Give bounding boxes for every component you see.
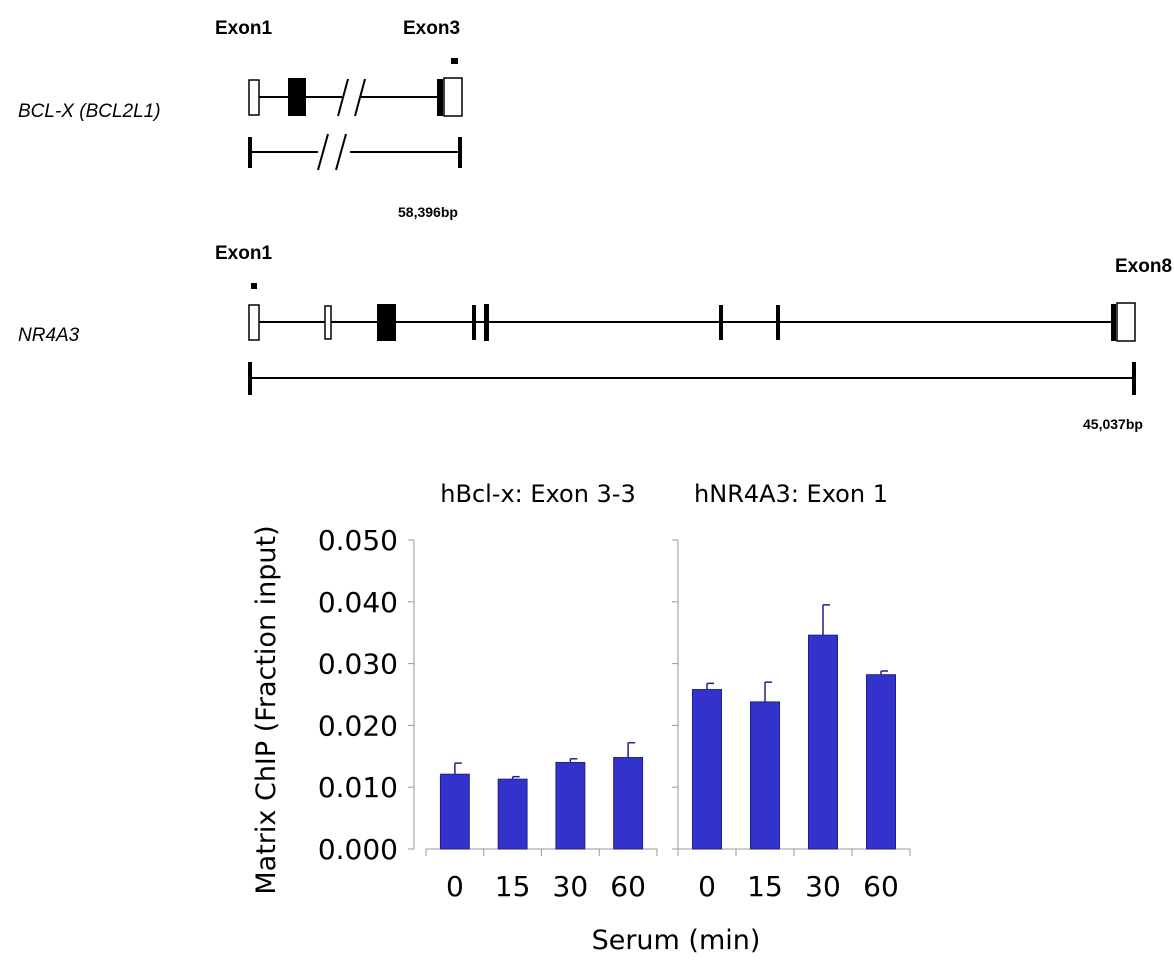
nr4a3-exon-box <box>324 305 332 340</box>
x-tick-label: 60 <box>610 870 646 903</box>
nr4a3-exon-box <box>719 305 723 340</box>
panel-1-title: hBcl-x: Exon 3-3 <box>440 480 635 508</box>
nr4a3-exon-box <box>776 305 780 340</box>
nr4a3-gene-diagram: Exon1 Exon8 NR4A3 45,037bp <box>18 243 1172 432</box>
nr4a3-primer-marker <box>251 283 257 289</box>
nr4a3-exon1-label: Exon1 <box>215 243 272 264</box>
bclx-break-mark <box>354 78 366 117</box>
bar <box>692 689 722 850</box>
bar <box>439 773 470 850</box>
nr4a3-length-label: 45,037bp <box>1083 416 1143 432</box>
y-tick-label: 0.020 <box>318 709 398 742</box>
y-tick-label: 0.010 <box>318 771 398 804</box>
bclx-exon1-label: Exon1 <box>215 18 272 39</box>
bclx-exon-box <box>443 77 463 117</box>
bar <box>866 674 896 850</box>
bar <box>750 701 780 850</box>
matrix-chip-chart: Matrix ChIP (Fraction input) Serum (min)… <box>251 480 911 956</box>
x-tick-label: 30 <box>805 870 841 903</box>
panel-2-title: hNR4A3: Exon 1 <box>694 480 888 508</box>
bclx-break-mark <box>337 78 349 117</box>
bclx-exon-box <box>248 79 260 116</box>
bar <box>613 757 644 850</box>
x-tick-label: 60 <box>863 870 899 903</box>
bclx-primer-marker <box>451 58 458 64</box>
chart-x-axis-label: Serum (min) <box>592 925 761 956</box>
bclx-length-label: 58,396bp <box>398 204 458 220</box>
y-tick-label: 0.030 <box>318 648 398 681</box>
chart-y-axis-label: Matrix ChIP (Fraction input) <box>251 525 282 894</box>
bclx-exon-box <box>437 79 443 116</box>
bclx-gene-diagram: Exon1 Exon3 BCL-X (BCL2L1) 58,396bp <box>18 18 463 220</box>
nr4a3-exon-box <box>484 304 489 341</box>
x-tick-label: 0 <box>446 870 464 903</box>
nr4a3-exon-box <box>1116 302 1136 342</box>
y-tick-label: 0.000 <box>318 833 398 866</box>
nr4a3-exon-box <box>377 304 396 341</box>
bar <box>555 761 586 850</box>
y-tick-label: 0.050 <box>318 524 398 557</box>
nr4a3-exon-box <box>1111 304 1116 341</box>
bclx-scale-break <box>335 133 347 171</box>
bar <box>497 778 528 850</box>
bclx-exon-box <box>288 78 306 116</box>
bclx-scale-break <box>317 133 329 171</box>
bar <box>808 634 838 850</box>
bclx-gene-label: BCL-X (BCL2L1) <box>18 101 161 122</box>
x-tick-label: 15 <box>747 870 783 903</box>
nr4a3-gene-label: NR4A3 <box>18 325 80 346</box>
nr4a3-exon8-label: Exon8 <box>1115 256 1172 277</box>
nr4a3-exon-box <box>472 305 476 340</box>
x-tick-label: 0 <box>698 870 716 903</box>
x-tick-label: 15 <box>495 870 531 903</box>
chart-plot-area: 0.000 0.010 0.020 0.030 0.040 0.050 0 15 30 60 0 15… <box>318 524 911 903</box>
nr4a3-exon-box <box>248 304 260 341</box>
y-tick-label: 0.040 <box>318 586 398 619</box>
x-tick-label: 30 <box>553 870 589 903</box>
bclx-exon3-label: Exon3 <box>403 18 460 39</box>
